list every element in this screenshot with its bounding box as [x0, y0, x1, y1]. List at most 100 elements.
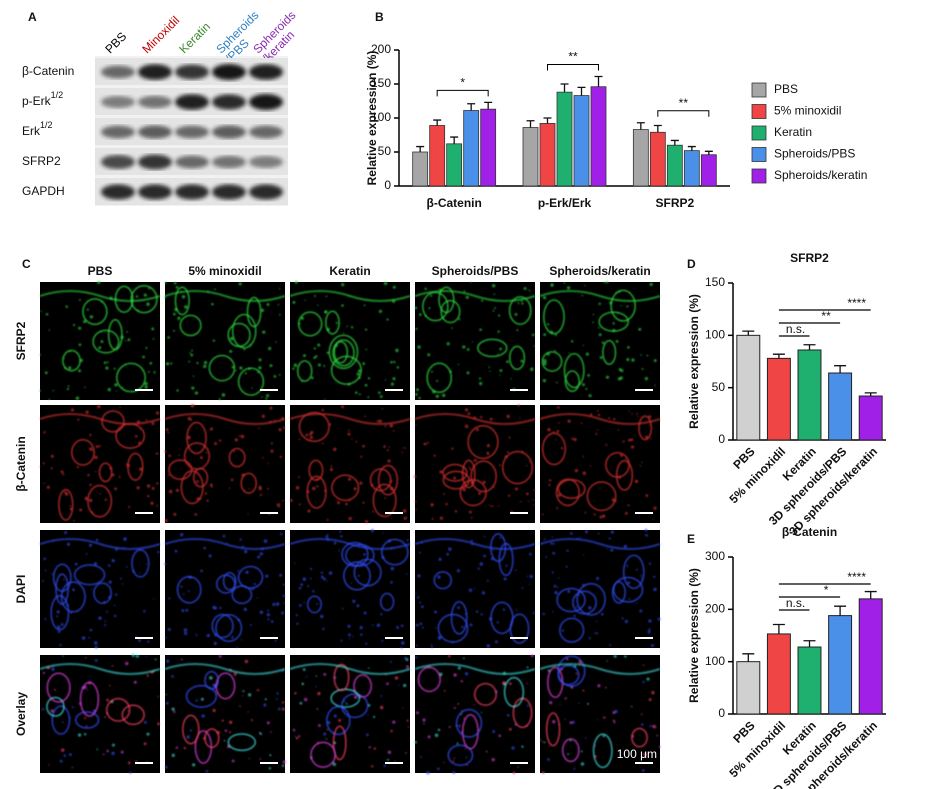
follicle: [333, 340, 349, 364]
lane-label-line: Keratin: [176, 20, 213, 57]
speckle: [144, 385, 148, 389]
epidermis: [164, 413, 286, 425]
follicle: [182, 714, 200, 745]
speckle: [259, 610, 264, 614]
speckle: [631, 358, 635, 362]
error-bar: [864, 392, 877, 397]
speckle: [526, 666, 529, 669]
speckle: [259, 732, 263, 736]
speckle: [139, 572, 141, 574]
speckle: [656, 734, 659, 737]
follicle: [605, 451, 630, 478]
speckle: [325, 295, 328, 298]
speckle: [414, 500, 417, 503]
speckle: [506, 360, 509, 364]
follicle: [208, 354, 236, 382]
blot-band: [101, 65, 135, 79]
speckle: [273, 375, 277, 378]
protein-label: GAPDH: [22, 184, 65, 198]
speckle: [128, 505, 131, 509]
speckle: [480, 613, 483, 616]
epidermis: [39, 663, 161, 675]
speckle: [373, 715, 376, 719]
speckle: [347, 477, 352, 481]
speckle: [270, 442, 273, 445]
speckle: [620, 305, 622, 307]
speckle: [187, 590, 190, 593]
follicle: [50, 595, 70, 631]
speckle: [406, 573, 408, 575]
speckle: [203, 360, 208, 365]
speckle: [358, 393, 361, 396]
bar: [858, 598, 883, 715]
micrograph: [165, 655, 285, 773]
y-axis-label: Relative expression (%): [365, 51, 379, 186]
speckle: [247, 513, 249, 515]
speckle: [189, 729, 193, 732]
speckle: [654, 384, 656, 387]
speckle: [354, 391, 358, 394]
speckle: [238, 282, 242, 286]
x-tick-label: SFRP2: [655, 196, 694, 210]
speckle: [99, 493, 101, 495]
speckle: [516, 329, 519, 332]
speckle: [168, 597, 171, 600]
speckle: [77, 733, 82, 737]
speckle: [548, 745, 550, 747]
speckle: [293, 562, 296, 564]
speckle: [567, 753, 570, 755]
speckle: [367, 396, 370, 399]
speckle: [575, 606, 578, 608]
speckle: [142, 355, 145, 359]
y-tick-label: 150: [705, 275, 725, 289]
protein-label: SFRP2: [22, 154, 61, 168]
follicle: [638, 415, 653, 441]
speckle: [265, 574, 269, 578]
speckle: [146, 732, 150, 736]
speckle: [519, 501, 522, 503]
speckle: [575, 672, 578, 675]
speckle: [115, 593, 118, 596]
speckle: [292, 367, 295, 370]
speckle: [230, 478, 234, 482]
speckle: [597, 532, 600, 535]
speckle: [148, 370, 150, 373]
speckle: [367, 377, 371, 380]
speckle: [105, 366, 109, 370]
speckle: [364, 519, 369, 524]
speckle: [294, 280, 298, 284]
speckle: [620, 369, 624, 373]
speckle: [295, 485, 300, 490]
bar: [412, 151, 429, 187]
speckle: [257, 555, 261, 559]
speckle: [394, 676, 399, 680]
speckle: [415, 327, 418, 330]
speckle: [362, 501, 365, 504]
speckle: [380, 613, 383, 616]
speckle: [353, 695, 358, 700]
micrograph-features: [164, 281, 286, 401]
chart-title: SFRP2: [790, 251, 829, 265]
speckle: [623, 544, 627, 549]
speckle: [525, 492, 529, 496]
speckle: [145, 346, 148, 349]
speckle: [566, 549, 569, 552]
speckle: [317, 343, 321, 347]
speckle: [639, 609, 643, 613]
speckle: [649, 282, 653, 287]
speckle: [83, 319, 87, 324]
speckle: [223, 739, 226, 742]
bar: [828, 615, 853, 715]
speckle: [437, 767, 440, 771]
speckle: [417, 574, 421, 578]
protein-name: SFRP2: [22, 154, 61, 168]
speckle: [557, 422, 560, 424]
speckle: [609, 644, 612, 646]
micrograph-features: [39, 653, 161, 775]
speckle: [596, 576, 600, 580]
speckle: [470, 539, 474, 543]
speckle: [106, 698, 109, 702]
speckle: [421, 626, 424, 629]
speckle: [44, 569, 47, 572]
follicle: [576, 582, 606, 616]
